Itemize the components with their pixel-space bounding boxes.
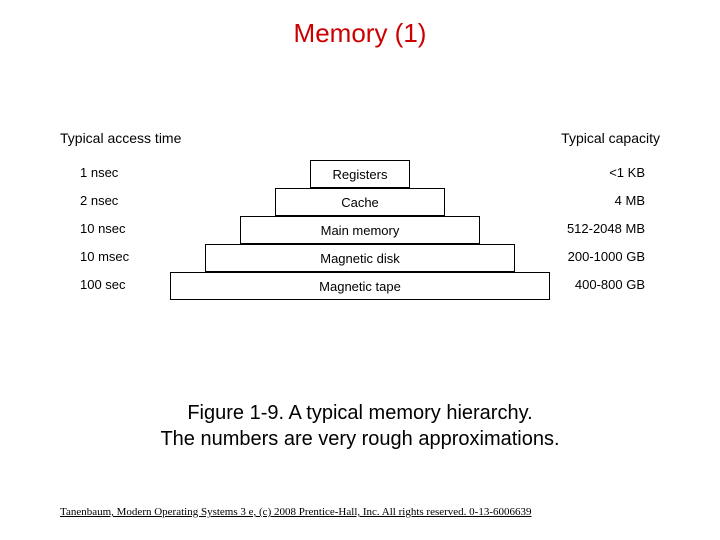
copyright-footer: Tanenbaum, Modern Operating Systems 3 e,… xyxy=(60,506,532,518)
memory-hierarchy-diagram: Typical access time Typical capacity 1 n… xyxy=(0,160,720,300)
tier-magnetic-disk: Magnetic disk xyxy=(205,244,515,272)
hierarchy-level: 10 msec Magnetic disk 200-1000 GB xyxy=(0,244,720,272)
caption-line-1: Figure 1-9. A typical memory hierarchy. xyxy=(0,400,720,426)
access-time-value: 1 nsec xyxy=(80,165,118,180)
access-time-value: 100 sec xyxy=(80,277,126,292)
hierarchy-level: 100 sec Magnetic tape 400-800 GB xyxy=(0,272,720,300)
capacity-value: 512-2048 MB xyxy=(567,221,645,236)
page-title: Memory (1) xyxy=(0,0,720,49)
access-time-value: 2 nsec xyxy=(80,193,118,208)
access-time-value: 10 nsec xyxy=(80,221,126,236)
figure-caption: Figure 1-9. A typical memory hierarchy. … xyxy=(0,400,720,452)
tier-magnetic-tape: Magnetic tape xyxy=(170,272,550,300)
capacity-value: <1 KB xyxy=(609,165,645,180)
hierarchy-level: 2 nsec Cache 4 MB xyxy=(0,188,720,216)
capacity-value: 4 MB xyxy=(615,193,645,208)
hierarchy-level: 10 nsec Main memory 512-2048 MB xyxy=(0,216,720,244)
header-access-time: Typical access time xyxy=(60,130,181,146)
tier-registers: Registers xyxy=(310,160,410,188)
header-capacity: Typical capacity xyxy=(561,130,660,146)
tier-main-memory: Main memory xyxy=(240,216,480,244)
tier-cache: Cache xyxy=(275,188,445,216)
capacity-value: 200-1000 GB xyxy=(568,249,645,264)
capacity-value: 400-800 GB xyxy=(575,277,645,292)
access-time-value: 10 msec xyxy=(80,249,129,264)
hierarchy-level: 1 nsec Registers <1 KB xyxy=(0,160,720,188)
caption-line-2: The numbers are very rough approximation… xyxy=(0,426,720,452)
